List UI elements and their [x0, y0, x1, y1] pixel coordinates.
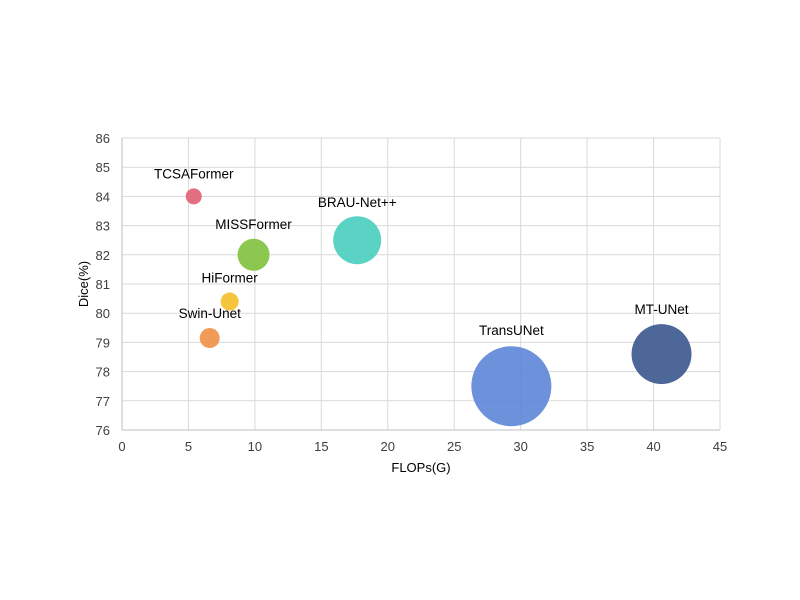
- point-label: TCSAFormer: [154, 166, 234, 181]
- bubble-transunet: [471, 346, 552, 427]
- y-axis-title: Dice(%): [76, 261, 91, 307]
- point-labels: TCSAFormer MISSFormer HiFormer Swin-Unet BRA…: [154, 166, 689, 338]
- y-tick-label: 76: [96, 423, 110, 438]
- x-tick-label: 25: [447, 439, 461, 454]
- bubbles: [185, 188, 692, 427]
- point-label: TransUNet: [479, 323, 544, 338]
- axes: [121, 138, 720, 431]
- point-label: MT-UNet: [635, 302, 689, 317]
- x-tick-label: 35: [580, 439, 594, 454]
- bubble-hiformer: [220, 292, 239, 311]
- y-tick-label: 84: [96, 189, 110, 204]
- point-label: Swin-Unet: [179, 306, 242, 321]
- x-tick-label: 40: [646, 439, 660, 454]
- x-tick-label: 45: [713, 439, 727, 454]
- x-tick-label: 0: [118, 439, 125, 454]
- bubble-missformer: [237, 238, 270, 271]
- tick-labels: 76 77 78 79 80 81 82 83 84 85 86 0 5 10 15 20 25 30 35 40 45: [96, 131, 728, 454]
- y-tick-label: 77: [96, 394, 110, 409]
- y-tick-label: 82: [96, 248, 110, 263]
- x-axis-title: FLOPs(G): [391, 460, 450, 475]
- x-tick-label: 15: [314, 439, 328, 454]
- y-tick-label: 81: [96, 277, 110, 292]
- y-tick-label: 80: [96, 306, 110, 321]
- y-tick-label: 78: [96, 365, 110, 380]
- x-tick-label: 5: [185, 439, 192, 454]
- point-label: BRAU-Net++: [318, 195, 397, 210]
- y-tick-label: 85: [96, 160, 110, 175]
- point-label: MISSFormer: [215, 217, 292, 232]
- bubble-brau-net-: [333, 216, 382, 265]
- point-label: HiFormer: [202, 271, 259, 286]
- x-tick-label: 10: [248, 439, 262, 454]
- bubble-mt-unet: [631, 324, 692, 385]
- y-tick-label: 83: [96, 219, 110, 234]
- x-tick-label: 20: [381, 439, 395, 454]
- y-tick-label: 79: [96, 335, 110, 350]
- x-tick-label: 30: [513, 439, 527, 454]
- y-tick-label: 86: [96, 131, 110, 146]
- bubble-swin-unet: [199, 328, 220, 349]
- bubble-tcsaformer: [185, 188, 202, 205]
